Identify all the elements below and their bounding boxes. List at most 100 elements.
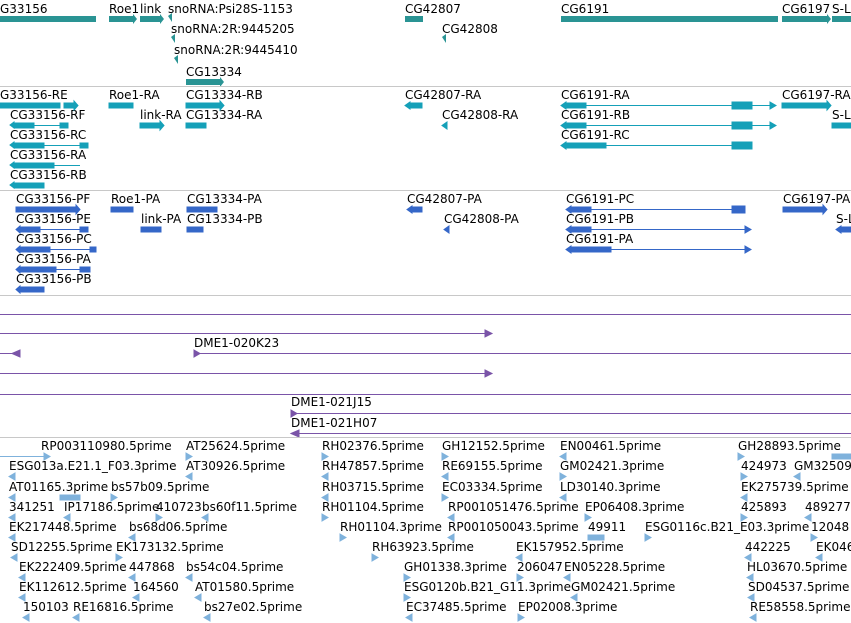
transcript-label[interactable]: CG33156-RB bbox=[10, 168, 87, 182]
clone-label[interactable]: DME1-021J15 bbox=[291, 395, 372, 409]
est-label[interactable]: 425893 bbox=[741, 500, 787, 514]
protein-label[interactable]: CG13334-PB bbox=[187, 212, 263, 226]
est-label[interactable]: EN05228.5prime bbox=[564, 560, 666, 574]
est-label[interactable]: RP001050043.5prime bbox=[448, 520, 579, 534]
transcript-label[interactable]: link-RA bbox=[140, 108, 182, 122]
est-label[interactable]: RP001051476.5prime bbox=[448, 500, 579, 514]
clone-label[interactable]: DME1-021H07 bbox=[291, 416, 378, 430]
est-label[interactable]: EP02008.3prime bbox=[518, 600, 618, 614]
transcript-label[interactable]: CG42807-RA bbox=[405, 88, 482, 102]
transcript-label[interactable]: CG6191-RC bbox=[561, 128, 630, 142]
protein-label[interactable]: CG33156-PE bbox=[16, 212, 91, 226]
gene-label[interactable]: CG42807 bbox=[405, 2, 461, 16]
est-label[interactable]: GM32509 bbox=[794, 459, 851, 473]
protein-glyphs[interactable] bbox=[0, 191, 851, 295]
gene-label[interactable]: G33156 bbox=[0, 2, 48, 16]
est-label[interactable]: EK157952.5prime bbox=[516, 540, 624, 554]
est-label[interactable]: EC03334.5prime bbox=[442, 480, 543, 494]
est-label[interactable]: bs68d06.5prime bbox=[129, 520, 228, 534]
gene-label[interactable]: CG42808 bbox=[442, 22, 498, 36]
est-label[interactable]: RP003110980.5prime bbox=[41, 439, 172, 453]
clone-label[interactable]: DME1-020K23 bbox=[194, 336, 280, 350]
est-label[interactable]: 447868 bbox=[129, 560, 175, 574]
gene-label[interactable]: S-L bbox=[832, 2, 851, 16]
est-label[interactable]: EK046 bbox=[816, 540, 851, 554]
transcript-label[interactable]: CG42808-RA bbox=[442, 108, 519, 122]
protein-label[interactable]: CG33156-PC bbox=[16, 232, 92, 246]
est-label[interactable]: RE16816.5prime bbox=[73, 600, 174, 614]
transcript-label[interactable]: Roe1-RA bbox=[109, 88, 160, 102]
protein-label[interactable]: S-L bbox=[836, 212, 851, 226]
est-label[interactable]: bs54c04.5prime bbox=[186, 560, 284, 574]
gene-label[interactable]: snoRNA:2R:9445410 bbox=[174, 43, 298, 57]
est-label[interactable]: GM02421.3prime bbox=[560, 459, 665, 473]
protein-label[interactable]: Roe1-PA bbox=[111, 192, 161, 206]
est-label[interactable]: GH28893.5prime bbox=[738, 439, 841, 453]
gene-label[interactable]: link bbox=[140, 2, 162, 16]
transcript-label[interactable]: CG33156-RA bbox=[10, 148, 87, 162]
est-glyphs[interactable] bbox=[0, 438, 851, 623]
transcript-label[interactable]: CG6191-RB bbox=[561, 108, 631, 122]
est-label[interactable]: LD30140.3prime bbox=[560, 480, 661, 494]
protein-label[interactable]: CG42808-PA bbox=[444, 212, 519, 226]
est-label[interactable]: 150103 bbox=[23, 600, 69, 614]
protein-label[interactable]: CG33156-PF bbox=[16, 192, 91, 206]
gene-glyphs[interactable] bbox=[0, 0, 851, 86]
est-label[interactable]: EK173132.5prime bbox=[116, 540, 224, 554]
est-label[interactable]: RH01104.5prime bbox=[322, 500, 424, 514]
protein-label[interactable]: link-PA bbox=[141, 212, 182, 226]
est-label[interactable]: EC37485.5prime bbox=[406, 600, 507, 614]
est-label[interactable]: RE69155.5prime bbox=[442, 459, 543, 473]
est-label[interactable]: RE58558.5prime bbox=[750, 600, 851, 614]
est-label[interactable]: RH63923.5prime bbox=[372, 540, 474, 554]
transcript-label[interactable]: CG6191-RA bbox=[561, 88, 630, 102]
est-label[interactable]: 206047 bbox=[517, 560, 563, 574]
gene-label[interactable]: CG6191 bbox=[561, 2, 610, 16]
est-label[interactable]: bs27e02.5prime bbox=[204, 600, 303, 614]
est-label[interactable]: SD04537.5prime bbox=[748, 580, 850, 594]
est-label[interactable]: ESG0116c.B21_E03.3prime bbox=[645, 520, 810, 534]
est-label[interactable]: RH02376.5prime bbox=[322, 439, 424, 453]
est-label[interactable]: AT01580.5prime bbox=[195, 580, 295, 594]
est-label[interactable]: AT25624.5prime bbox=[186, 439, 286, 453]
est-label[interactable]: EK112612.5prime bbox=[19, 580, 127, 594]
protein-label[interactable]: CG33156-PB bbox=[16, 272, 92, 286]
clone-glyphs[interactable] bbox=[0, 296, 851, 437]
est-label[interactable]: 49911 bbox=[588, 520, 627, 534]
protein-label[interactable]: CG6197-PA bbox=[783, 192, 851, 206]
gene-label[interactable]: CG13334 bbox=[186, 65, 242, 79]
est-label[interactable]: bs57b09.5prime bbox=[111, 480, 210, 494]
transcript-label[interactable]: S-L bbox=[832, 108, 851, 122]
protein-label[interactable]: CG6191-PB bbox=[566, 212, 635, 226]
est-label[interactable]: GH01338.3prime bbox=[404, 560, 507, 574]
est-label[interactable]: EK217448.5prime bbox=[9, 520, 117, 534]
est-label[interactable]: 12048 bbox=[811, 520, 850, 534]
est-label[interactable]: RH03715.5prime bbox=[322, 480, 424, 494]
est-label[interactable]: bs60f11.5prime bbox=[202, 500, 298, 514]
protein-label[interactable]: CG33156-PA bbox=[16, 252, 91, 266]
protein-label[interactable]: CG6191-PC bbox=[566, 192, 635, 206]
transcript-label[interactable]: CG33156-RF bbox=[10, 108, 86, 122]
transcript-label[interactable]: CG6197-RA bbox=[782, 88, 851, 102]
est-label[interactable]: EK222409.5prime bbox=[19, 560, 127, 574]
est-label[interactable]: EN00461.5prime bbox=[560, 439, 662, 453]
est-label[interactable]: GH12152.5prime bbox=[442, 439, 545, 453]
gene-label[interactable]: Roe1 bbox=[109, 2, 140, 16]
transcript-label[interactable]: CG33156-RC bbox=[10, 128, 87, 142]
est-label[interactable]: EP06408.3prime bbox=[585, 500, 685, 514]
est-label[interactable]: SD12255.5prime bbox=[11, 540, 113, 554]
est-label[interactable]: GM02421.5prime bbox=[571, 580, 676, 594]
est-label[interactable]: RH47857.5prime bbox=[322, 459, 424, 473]
est-label[interactable]: AT01165.3prime bbox=[9, 480, 109, 494]
est-label[interactable]: 489277 bbox=[805, 500, 851, 514]
est-label[interactable]: AT30926.5prime bbox=[186, 459, 286, 473]
est-label[interactable]: IP17186.5prime bbox=[64, 500, 160, 514]
transcript-label[interactable]: G33156-RE bbox=[0, 88, 68, 102]
gene-label[interactable]: CG6197 bbox=[782, 2, 831, 16]
protein-label[interactable]: CG13334-PA bbox=[187, 192, 262, 206]
est-label[interactable]: EK275739.5prime bbox=[741, 480, 849, 494]
est-label[interactable]: 424973 bbox=[741, 459, 787, 473]
est-label[interactable]: ESG013a.E21.1_F03.3prime bbox=[9, 459, 177, 473]
est-label[interactable]: 164560 bbox=[133, 580, 179, 594]
protein-label[interactable]: CG42807-PA bbox=[407, 192, 482, 206]
